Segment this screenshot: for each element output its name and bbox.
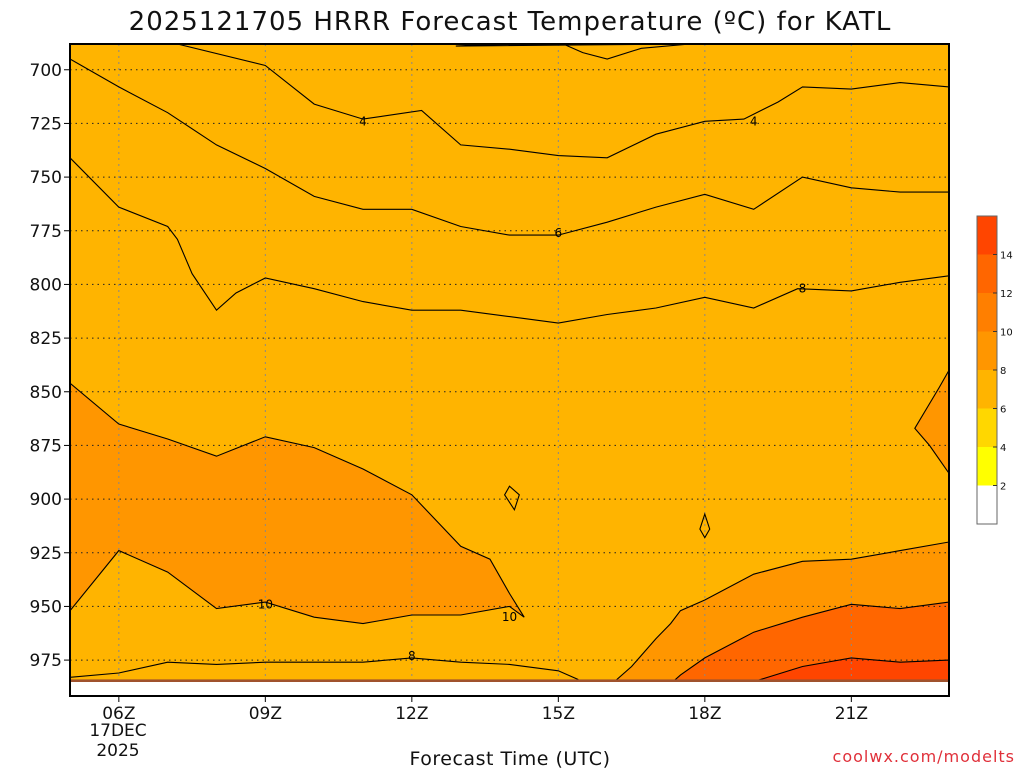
y-tick-label-875: 875: [30, 436, 62, 456]
contour-line-10c-4: [70, 382, 525, 625]
contour-label-1: 4: [750, 114, 758, 128]
ground-band: [70, 679, 949, 682]
contour-line-8c-3: [70, 44, 949, 324]
y-tick-label-800: 800: [30, 275, 62, 295]
contour-label-6: 8: [408, 649, 416, 663]
plot-frame: [69, 43, 950, 697]
contour-line-10c-11: [699, 512, 711, 539]
contour-line-10c-10: [503, 485, 520, 512]
contour-label-5: 10: [502, 610, 517, 624]
contour-line-4c-1: [177, 44, 949, 159]
y-tick-label-700: 700: [30, 61, 62, 81]
colorbar-swatch-4: [977, 331, 997, 370]
y-tick-label-775: 775: [30, 222, 62, 242]
contour-line-10c-6: [613, 541, 949, 682]
y-tick-label-725: 725: [30, 114, 62, 134]
colorbar-swatch-5: [977, 293, 997, 332]
contour-line-8c-9: [70, 657, 579, 682]
x-tick-label-21Z: 21Z: [835, 704, 868, 724]
x-tick-label-15Z: 15Z: [542, 704, 575, 724]
y-tick-label-825: 825: [30, 329, 62, 349]
contour-line-6c-2: [70, 44, 949, 236]
contour-fill-10c-5: [914, 370, 949, 474]
colorbar-swatch-0: [977, 485, 997, 524]
colorbar-label-2: 2: [1000, 482, 1006, 493]
colorbar-label-6: 6: [1000, 405, 1006, 416]
colorbar-swatch-1: [977, 447, 997, 486]
colorbar-label-14: 14: [1000, 251, 1013, 262]
colorbar-label-8: 8: [1000, 366, 1006, 377]
contour-line-14c-8: [750, 657, 949, 682]
y-tick-label-975: 975: [30, 651, 62, 671]
colorbar-swatch-3: [977, 370, 997, 409]
x-tick-label-06Z: 06Z: [102, 704, 135, 724]
y-tick-label-750: 750: [30, 168, 62, 188]
contour-label-4: 10: [258, 597, 273, 611]
contour-fill-10c-4: [70, 383, 525, 624]
date-day-label: 17DEC: [89, 721, 146, 741]
contour-label-3: 8: [799, 282, 807, 296]
y-axis: 700 725 750 775 800 825 850 875 900 925 950 975: [30, 61, 70, 671]
contour-fill-8c-3: [70, 44, 949, 324]
contour-line-10c-5: [914, 369, 949, 475]
colorbar-label-10: 10: [1000, 328, 1013, 339]
contour-fill-14c-8: [752, 657, 949, 682]
contour-label-0: 4: [359, 114, 367, 128]
colorbar-swatch-7: [977, 216, 997, 255]
x-axis: 06Z 09Z 12Z 15Z 18Z 21Z: [102, 696, 868, 724]
chart-title: 2025121705 HRRR Forecast Temperature (ºC…: [129, 7, 892, 37]
colorbar-label-12: 12: [1000, 289, 1013, 300]
colorbar-swatch-6: [977, 254, 997, 293]
contour-labels: 4 4 6 8 10 10 8: [258, 114, 807, 663]
y-tick-label-925: 925: [30, 544, 62, 564]
colorbar-label-4: 4: [1000, 443, 1006, 454]
colorbar-swatch-2: [977, 408, 997, 447]
contour-label-2: 6: [555, 226, 563, 240]
plot-area: [70, 44, 949, 682]
x-tick-label-12Z: 12Z: [395, 704, 428, 724]
contour-lines: [70, 44, 949, 682]
colorbar: 2 4 6 8 10 12 14: [976, 215, 1013, 525]
contour-line-12c-7: [671, 601, 949, 682]
x-axis-title: Forecast Time (UTC): [410, 748, 611, 768]
x-tick-label-09Z: 09Z: [249, 704, 282, 724]
y-tick-label-900: 900: [30, 490, 62, 510]
credit-text: coolwx.com/modelts: [833, 747, 1015, 766]
date-year-label: 2025: [96, 741, 139, 761]
y-tick-label-850: 850: [30, 383, 62, 403]
x-tick-label-18Z: 18Z: [688, 704, 721, 724]
y-tick-label-950: 950: [30, 597, 62, 617]
